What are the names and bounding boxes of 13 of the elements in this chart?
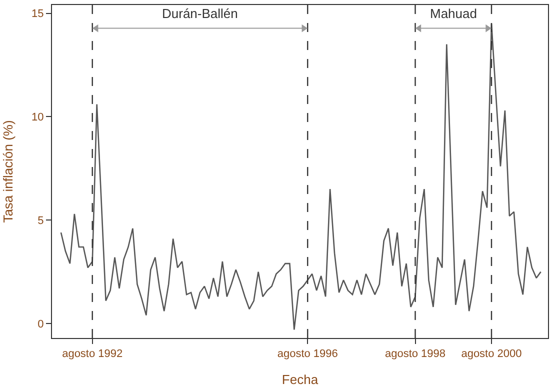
y-axis-title: Tasa inflación (%) (0, 120, 16, 223)
x-tick-label: agosto 1998 (384, 348, 446, 360)
x-axis-title: Fecha (282, 372, 319, 387)
y-tick-label: 10 (32, 112, 44, 124)
x-tick-label: agosto 1992 (62, 348, 123, 360)
line-series (60, 22, 542, 330)
y-tick-label: 0 (38, 318, 44, 330)
x-tick-label: agosto 2000 (461, 348, 522, 360)
x-tick-label: agosto 1996 (277, 348, 338, 360)
annotation: Durán-Ballén (162, 6, 238, 21)
annotation: Mahuad (430, 6, 477, 21)
y-tick-label: 15 (32, 8, 44, 20)
y-tick-label: 5 (38, 214, 44, 227)
